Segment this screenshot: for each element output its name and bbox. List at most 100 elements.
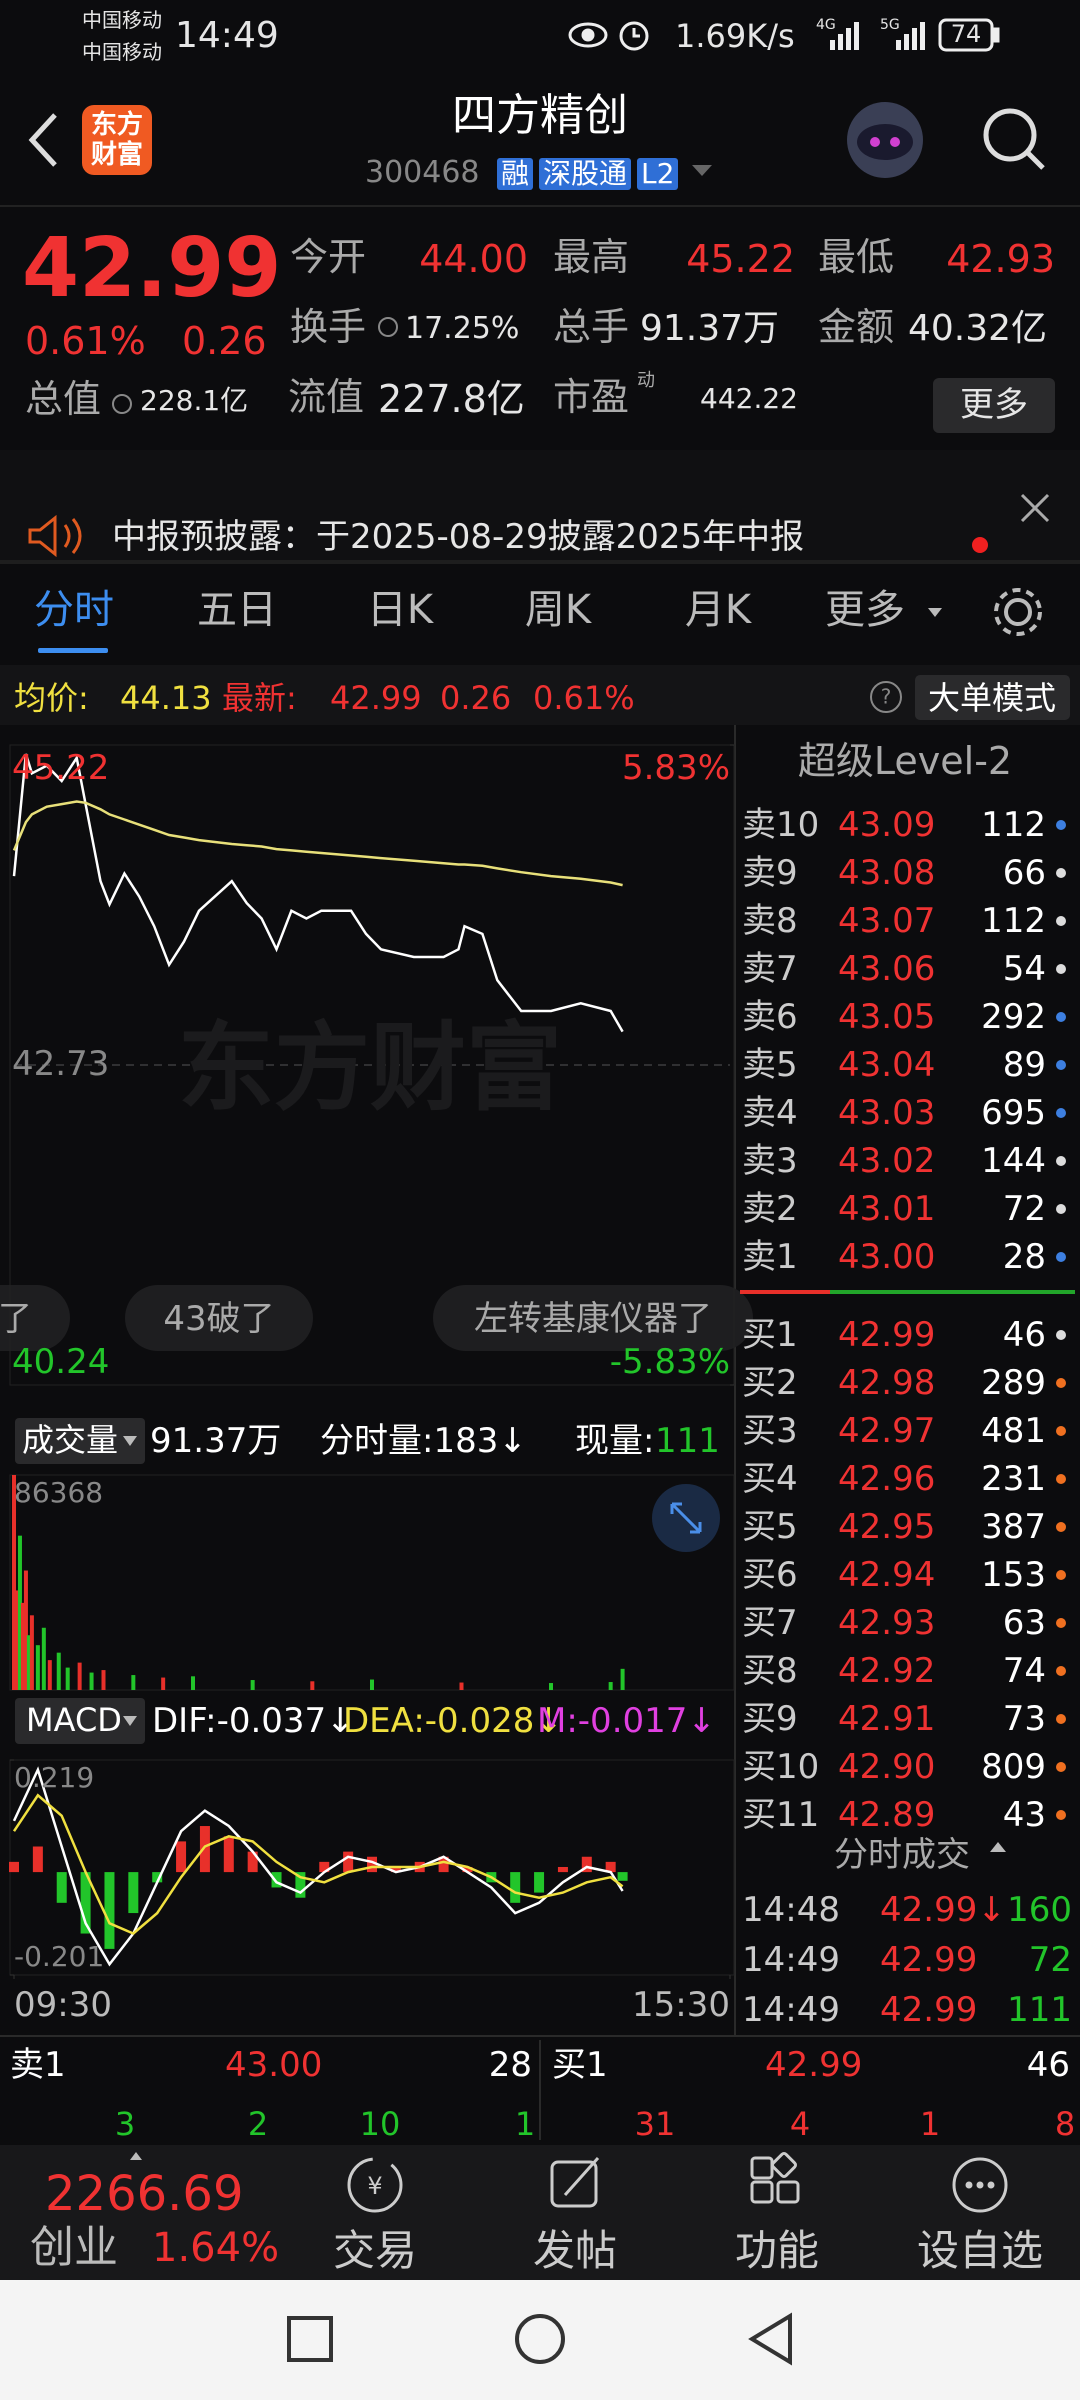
field-label: 最低	[818, 235, 895, 279]
stock-tag: L2	[637, 158, 679, 190]
bubble[interactable]	[125, 1285, 313, 1351]
change-pct: 0.61%	[25, 319, 146, 363]
y2-tick-label: -5.83%	[609, 1342, 730, 1382]
tab[interactable]: 五日	[197, 587, 277, 633]
more-button[interactable]: 更多	[960, 385, 1028, 425]
stock-tag: 深股通	[539, 158, 632, 190]
nav-item[interactable]: 发帖	[532, 2226, 618, 2275]
nav-item[interactable]: 交易	[332, 2226, 418, 2275]
android-nav[interactable]	[287, 2312, 792, 2366]
index-value[interactable]: 2266.69	[45, 2166, 244, 2222]
tab[interactable]: 分时	[34, 587, 114, 633]
network-type: 4G	[816, 17, 836, 33]
book-price: 42.95	[838, 1507, 936, 1547]
y-tick-label: 45.22	[12, 748, 110, 788]
book-label: 卖6	[742, 997, 798, 1037]
info-avg-label: 均价:	[14, 679, 89, 717]
volume-bar	[161, 1677, 166, 1690]
book-label: 卖7	[742, 949, 798, 989]
status-icons	[568, 18, 1000, 52]
indicator-select[interactable]	[15, 1698, 145, 1744]
book-price: 43.04	[838, 1045, 936, 1085]
ask-volume: 28	[488, 2045, 532, 2085]
bubble-text[interactable]: 了	[0, 1299, 32, 1339]
close-button[interactable]	[1020, 493, 1050, 523]
book-dot	[1056, 1810, 1066, 1820]
book-price: 43.09	[838, 805, 936, 845]
dropdown-arrow[interactable]	[692, 165, 712, 176]
assistant-avatar[interactable]	[847, 102, 923, 178]
search-button[interactable]	[983, 108, 1045, 170]
watermark: 东方财富	[178, 1012, 562, 1124]
stock-tag: 融	[497, 158, 534, 190]
notice-text[interactable]: 中报预披露：于2025-08-29披露2025年中报	[112, 517, 805, 557]
nav-item[interactable]: 功能	[734, 2226, 820, 2275]
book-dot	[1056, 1204, 1066, 1214]
indicator-select[interactable]	[15, 1418, 145, 1464]
book-label: 卖8	[742, 901, 798, 941]
volume-bar	[370, 1679, 374, 1690]
index-name[interactable]: 创业	[30, 2222, 118, 2273]
speaker-icon	[28, 514, 82, 558]
nav-item[interactable]: 设自选	[916, 2226, 1044, 2275]
expand-button[interactable]	[652, 1484, 720, 1552]
macd-bar	[319, 1861, 330, 1873]
macd-bar	[152, 1872, 163, 1883]
macd-bar	[32, 1846, 43, 1873]
book-label: 买3	[742, 1411, 798, 1451]
network-type: 5G	[880, 17, 900, 33]
back-button[interactable]	[28, 113, 57, 167]
carrier: 中国移动	[82, 8, 162, 32]
info-last-label: 最新:	[222, 679, 297, 717]
field-label: 总值	[25, 377, 102, 421]
tab[interactable]: 周K	[524, 587, 592, 633]
tab[interactable]: 月K	[684, 587, 752, 633]
book-volume: 231	[981, 1459, 1046, 1499]
book-dot	[1056, 1060, 1066, 1070]
tab[interactable]: 日K	[366, 587, 434, 633]
book-label: 卖1	[742, 1237, 798, 1277]
nav-icons[interactable]: ¥	[347, 2152, 1008, 2213]
volume-bar	[131, 1675, 136, 1690]
more-button[interactable]	[933, 378, 1055, 433]
mode-button[interactable]: 大单模式	[927, 679, 1057, 717]
logo-text: 东方	[90, 110, 144, 140]
field-value: 45.22	[686, 237, 795, 281]
trades-title: 分时成交	[834, 1835, 970, 1875]
bubble[interactable]	[0, 1285, 70, 1351]
info-change: 0.26	[440, 679, 512, 717]
tab[interactable]: 更多	[825, 587, 905, 633]
book-volume: 46	[1002, 1315, 1046, 1355]
volume-bar	[620, 1668, 625, 1690]
macd-label[interactable]: MACD	[26, 1701, 122, 1739]
volume-bar	[47, 1660, 52, 1690]
book-dot	[1056, 1330, 1066, 1340]
y2-tick-label: 5.83%	[621, 748, 730, 788]
field-value: 40.32亿	[908, 308, 1048, 349]
bubble-text[interactable]: 左转基康仪器了	[474, 1299, 712, 1339]
bubble[interactable]	[433, 1285, 753, 1351]
book-volume: 112	[981, 805, 1046, 845]
dif-label: DIF:-0.037↓	[152, 1701, 355, 1741]
big-order-mode-button[interactable]	[915, 675, 1070, 720]
macd-bar	[605, 1861, 616, 1873]
volume-bar	[26, 1635, 31, 1690]
book-volume: 72	[1002, 1189, 1046, 1229]
m-label: M:-0.017↓	[537, 1701, 716, 1741]
book-label: 卖3	[742, 1141, 798, 1181]
index-pct[interactable]: 1.64%	[152, 2225, 280, 2271]
macd-bar	[367, 1856, 377, 1873]
trade-time: 14:48	[742, 1890, 840, 1930]
book-label: 买4	[742, 1459, 798, 1499]
volume-bar	[14, 1590, 19, 1690]
bubble-text[interactable]: 43破了	[163, 1299, 275, 1339]
x-tick-label: 09:30	[14, 1985, 112, 2025]
book-label: 买2	[742, 1363, 798, 1403]
book-label: 买1	[742, 1315, 798, 1355]
book-dot	[1056, 1426, 1066, 1436]
field-value: 91.37万	[640, 308, 780, 349]
volume-label[interactable]: 成交量	[22, 1421, 119, 1459]
settings-button[interactable]	[994, 588, 1042, 636]
